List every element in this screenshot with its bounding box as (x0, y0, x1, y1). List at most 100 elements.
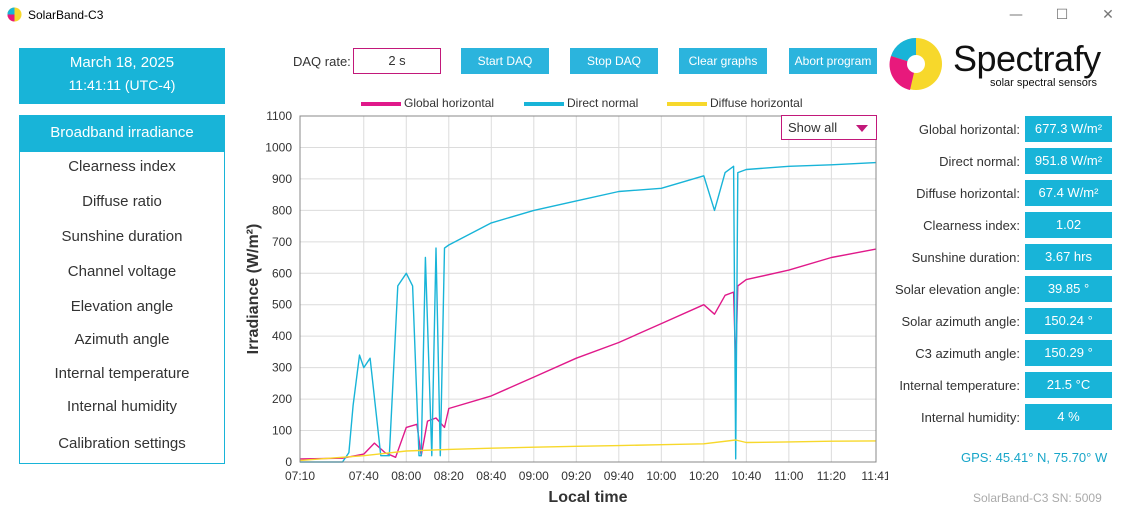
maximize-button[interactable]: ☐ (1055, 7, 1069, 23)
legend-item-diffuse: Diffuse horizontal (667, 96, 803, 110)
gps-readout: GPS: 45.41° N, 75.70° W (961, 450, 1108, 465)
close-button[interactable]: ✕ (1102, 7, 1114, 23)
minimize-button[interactable]: — (1009, 7, 1023, 23)
plot-border (299, 115, 877, 463)
plot-area (299, 115, 877, 463)
sidebar-item-elevation-angle[interactable]: Elevation angle (70, 298, 174, 315)
y-tick-label: 0 (285, 455, 292, 469)
abort-program-button[interactable]: Abort program (789, 48, 877, 74)
stat-label: Solar azimuth angle: (901, 314, 1020, 329)
x-tick-label: 08:00 (391, 469, 421, 483)
stat-row: Clearness index: 1.02 (880, 212, 1112, 238)
x-tick-label: 09:20 (561, 469, 591, 483)
stat-value: 21.5 °C (1025, 372, 1112, 398)
stat-value: 4 % (1025, 404, 1112, 430)
current-time: 11:41:11 (UTC-4) (68, 77, 176, 93)
x-tick-label: 07:10 (285, 469, 315, 483)
start-daq-button[interactable]: Start DAQ (461, 48, 549, 74)
stat-row: C3 azimuth angle: 150.29 ° (880, 340, 1112, 366)
stat-label: Internal humidity: (921, 410, 1020, 425)
app-logo-icon (7, 7, 22, 22)
legend-swatch (361, 101, 401, 106)
legend-swatch (524, 101, 564, 106)
x-tick-label: 07:40 (349, 469, 379, 483)
stat-row: Internal humidity: 4 % (880, 404, 1112, 430)
daq-rate-label: DAQ rate: (293, 54, 351, 69)
series-line-1 (300, 161, 877, 463)
x-axis-label: Local time (548, 489, 627, 506)
brand-name: Spectrafy (953, 38, 1101, 79)
stat-row: Solar elevation angle: 39.85 ° (880, 276, 1112, 302)
y-tick-label: 200 (272, 392, 292, 406)
sidebar-item-calibration-settings[interactable]: Calibration settings (58, 435, 186, 452)
x-tick-label: 10:00 (646, 469, 676, 483)
stat-label: Sunshine duration: (911, 250, 1020, 265)
y-tick-label: 600 (272, 266, 292, 280)
x-tick-label: 08:40 (476, 469, 506, 483)
series-line-2 (299, 439, 877, 462)
dropdown-caret-icon (856, 125, 868, 132)
x-tick-label: 11:20 (817, 469, 846, 483)
stat-value: 150.29 ° (1025, 340, 1112, 366)
x-tick-label: 11:41 (861, 469, 888, 483)
sidebar-item-broadband-irradiance[interactable]: Broadband irradiance (20, 116, 224, 152)
stat-row: Internal temperature: 21.5 °C (880, 372, 1112, 398)
sidebar-item-internal-humidity[interactable]: Internal humidity (66, 398, 178, 415)
title-bar: SolarBand-C3 — ☐ ✕ (0, 0, 1132, 30)
stat-row: Global horizontal: 677.3 W/m² (880, 116, 1112, 142)
y-tick-label: 1100 (266, 109, 292, 123)
stat-row: Sunshine duration: 3.67 hrs (880, 244, 1112, 270)
stat-label: Internal temperature: (899, 378, 1020, 393)
legend-label: Global horizontal (404, 96, 495, 110)
legend-item-global: Global horizontal (361, 96, 494, 110)
series-filter-dropdown[interactable]: Show all (781, 115, 877, 140)
legend-label: Diffuse horizontal (710, 96, 803, 110)
clear-graphs-button[interactable]: Clear graphs (679, 48, 767, 74)
sidebar-item-clearness-index[interactable]: Clearness index (68, 158, 176, 175)
datetime-panel: March 18, 2025 11:41:11 (UTC-4) (19, 48, 225, 104)
y-tick-label: 400 (272, 329, 292, 343)
x-tick-label: 08:20 (434, 469, 464, 483)
brand-tagline: solar spectral sensors (990, 77, 1097, 89)
y-tick-label: 800 (272, 203, 292, 217)
stat-value: 1.02 (1025, 212, 1112, 238)
spectrafy-logo-icon (889, 37, 942, 90)
stat-row: Direct normal: 951.8 W/m² (880, 148, 1112, 174)
sidebar-item-sunshine-duration[interactable]: Sunshine duration (61, 228, 183, 245)
sidebar-item-internal-temperature[interactable]: Internal temperature (54, 365, 190, 382)
stat-row: Diffuse horizontal: 67.4 W/m² (880, 180, 1112, 206)
sidebar-item-diffuse-ratio[interactable]: Diffuse ratio (82, 193, 162, 210)
stat-value: 150.24 ° (1025, 308, 1112, 334)
x-tick-label: 09:40 (604, 469, 634, 483)
x-tick-label: 10:40 (731, 469, 761, 483)
x-tick-label: 09:00 (519, 469, 549, 483)
daq-rate-input[interactable]: 2 s (353, 48, 441, 74)
stat-value: 67.4 W/m² (1025, 180, 1112, 206)
y-tick-label: 700 (272, 235, 292, 249)
stat-label: Diffuse horizontal: (916, 186, 1020, 201)
irradiance-chart: 0 100 200 300 400 500 600 700 800 900 1000 1100 07:1… (245, 109, 888, 506)
stat-label: C3 azimuth angle: (915, 346, 1020, 361)
x-tick-label: 10:20 (689, 469, 719, 483)
serial-number: SolarBand-C3 SN: 5009 (973, 491, 1102, 505)
stat-row: Solar azimuth angle: 150.24 ° (880, 308, 1112, 334)
sidebar-item-channel-voltage[interactable]: Channel voltage (67, 263, 177, 280)
sidebar-item-azimuth-angle[interactable]: Azimuth angle (74, 331, 170, 348)
y-tick-label: 900 (272, 172, 292, 186)
x-tick-label: 11:00 (774, 469, 803, 483)
legend-swatch (667, 101, 707, 106)
stat-label: Global horizontal: (918, 122, 1020, 137)
y-tick-label: 300 (272, 361, 292, 375)
stat-value: 677.3 W/m² (1025, 116, 1112, 142)
stat-value: 39.85 ° (1025, 276, 1112, 302)
stat-label: Clearness index: (923, 218, 1020, 233)
stat-value: 3.67 hrs (1025, 244, 1112, 270)
y-tick-label: 100 (272, 424, 292, 438)
current-date: March 18, 2025 (69, 54, 175, 71)
y-tick-label: 1000 (265, 140, 292, 154)
stat-label: Solar elevation angle: (894, 282, 1020, 297)
y-tick-label: 500 (272, 298, 292, 312)
sidebar-nav: Broadband irradiance Clearness index Dif… (19, 115, 225, 464)
legend-label: Direct normal (567, 96, 639, 110)
stop-daq-button[interactable]: Stop DAQ (570, 48, 658, 74)
